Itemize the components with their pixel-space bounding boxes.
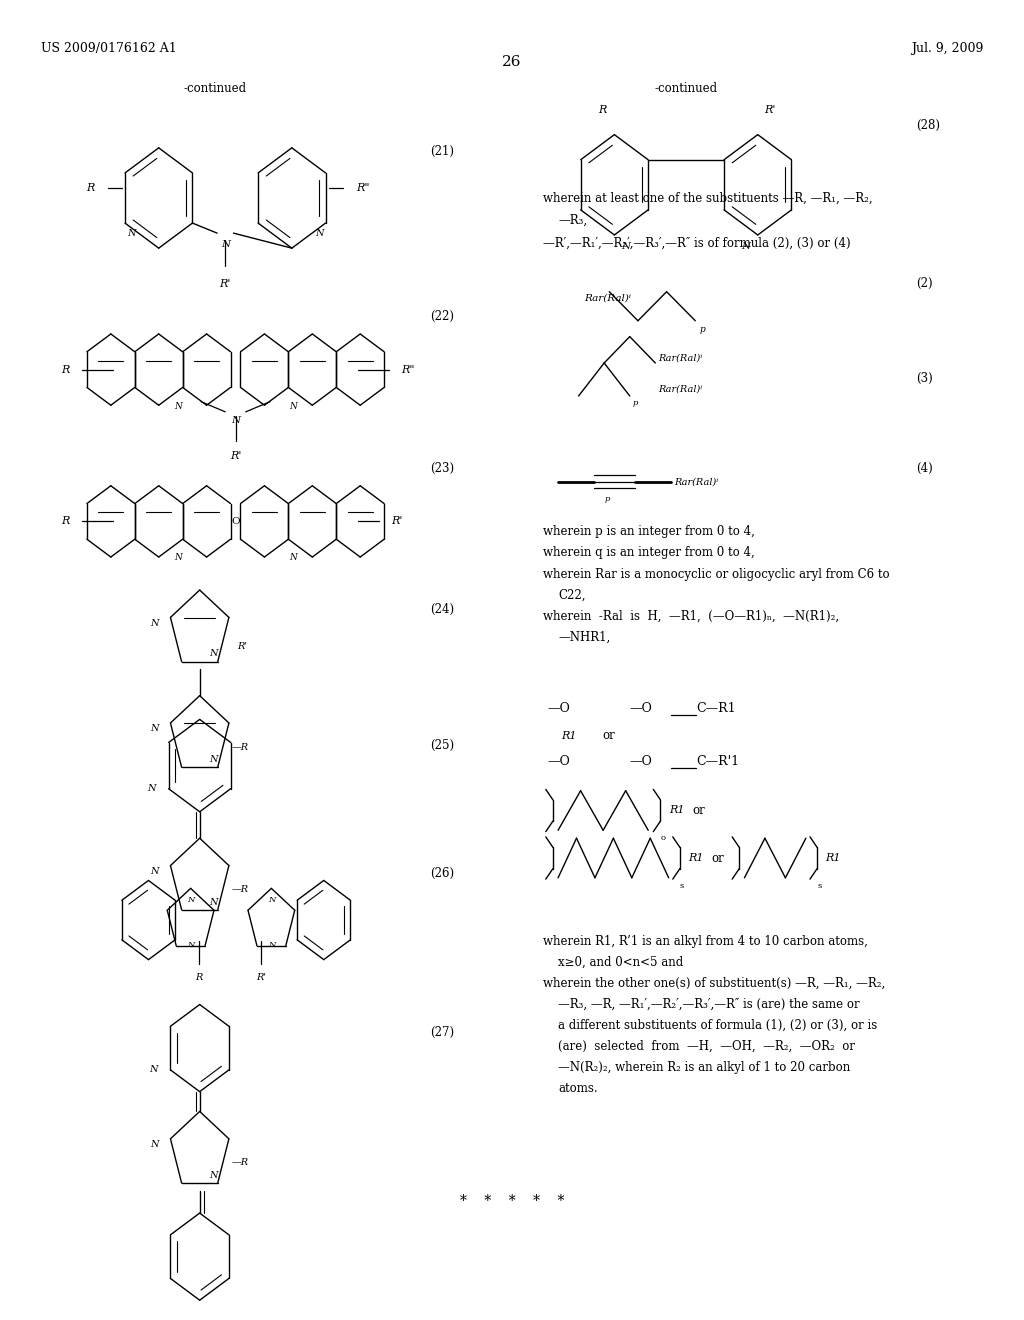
Text: N: N — [209, 1171, 217, 1180]
Text: N: N — [267, 941, 275, 949]
Text: —R₃,: —R₃, — [558, 214, 587, 227]
Text: (25): (25) — [430, 739, 455, 752]
Text: p: p — [633, 399, 638, 407]
Text: or: or — [602, 729, 614, 742]
Text: (21): (21) — [430, 145, 454, 158]
Text: R: R — [61, 364, 70, 375]
Text: N: N — [151, 725, 159, 733]
Text: N: N — [231, 416, 240, 425]
Text: —NHR1,: —NHR1, — [558, 631, 610, 644]
Text: N: N — [127, 228, 135, 238]
Text: N: N — [187, 896, 195, 904]
Text: or: or — [692, 804, 705, 817]
Text: R": R" — [401, 364, 415, 375]
Text: N: N — [174, 553, 182, 562]
Text: Rar(Ral)ⁱ: Rar(Ral)ⁱ — [658, 385, 702, 393]
Text: (are)  selected  from  —H,  —OH,  —R₂,  —OR₂  or: (are) selected from —H, —OH, —R₂, —OR₂ o… — [558, 1040, 855, 1053]
Text: R: R — [61, 516, 70, 527]
Text: (23): (23) — [430, 462, 455, 475]
Text: N: N — [174, 401, 182, 411]
Text: US 2009/0176162 A1: US 2009/0176162 A1 — [41, 42, 177, 55]
Text: (26): (26) — [430, 867, 455, 880]
Text: N: N — [267, 896, 275, 904]
Text: wherein  -Ral  is  H,  —R1,  (—O—R1)ₙ,  —N(R1)₂,: wherein -Ral is H, —R1, (—O—R1)ₙ, —N(R1)… — [543, 610, 839, 623]
Text: s: s — [817, 882, 821, 890]
Text: *    *    *    *    *: * * * * * — [460, 1195, 564, 1208]
Text: Rar(Ral)ⁱ: Rar(Ral)ⁱ — [674, 478, 718, 486]
Text: N: N — [151, 1140, 159, 1148]
Text: (3): (3) — [916, 372, 933, 385]
Text: Rar(Ral)ⁱ: Rar(Ral)ⁱ — [658, 354, 702, 362]
Text: —R: —R — [231, 743, 249, 751]
Text: N: N — [209, 898, 217, 907]
Text: wherein at least one of the substituents —R, —R₁, —R₂,: wherein at least one of the substituents… — [543, 191, 872, 205]
Text: N: N — [289, 553, 297, 562]
Text: Jul. 9, 2009: Jul. 9, 2009 — [910, 42, 983, 55]
Text: R': R' — [229, 451, 242, 462]
Text: N: N — [221, 240, 229, 248]
Text: N: N — [151, 619, 159, 627]
Text: —R₃, —R, —R₁′,—R₂′,—R₃′,—R″ is (are) the same or: —R₃, —R, —R₁′,—R₂′,—R₃′,—R″ is (are) the… — [558, 998, 860, 1011]
Text: —R: —R — [231, 1159, 249, 1167]
Text: (28): (28) — [916, 119, 940, 132]
Text: atoms.: atoms. — [558, 1082, 598, 1096]
Text: —R: —R — [231, 886, 249, 894]
Text: -continued: -continued — [654, 82, 718, 95]
Text: R': R' — [764, 104, 775, 115]
Text: x≥0, and 0<n<5 and: x≥0, and 0<n<5 and — [558, 956, 683, 969]
Text: p: p — [604, 495, 610, 503]
Text: R': R' — [219, 280, 231, 289]
Text: N: N — [151, 867, 159, 875]
Text: or: or — [712, 851, 724, 865]
Text: 26: 26 — [502, 55, 522, 70]
Text: R": R" — [356, 183, 370, 193]
Text: -continued: -continued — [183, 82, 247, 95]
Text: —O: —O — [548, 702, 570, 715]
Text: R': R' — [256, 973, 266, 982]
Text: C22,: C22, — [558, 589, 586, 602]
Text: R': R' — [391, 516, 402, 527]
Text: (22): (22) — [430, 310, 454, 323]
Text: wherein Rar is a monocyclic or oligocyclic aryl from C6 to: wherein Rar is a monocyclic or oligocycl… — [543, 568, 890, 581]
Text: wherein the other one(s) of substituent(s) —R, —R₁, —R₂,: wherein the other one(s) of substituent(… — [543, 977, 885, 990]
Text: N: N — [209, 649, 217, 659]
Text: Rar(Ral)ⁱ: Rar(Ral)ⁱ — [584, 293, 631, 302]
Text: R1: R1 — [825, 853, 841, 863]
Text: p: p — [699, 325, 706, 334]
Text: (27): (27) — [430, 1026, 455, 1039]
Text: wherein R1, R’1 is an alkyl from 4 to 10 carbon atoms,: wherein R1, R’1 is an alkyl from 4 to 10… — [543, 935, 867, 948]
Text: —O: —O — [548, 755, 570, 768]
Text: N: N — [209, 755, 217, 764]
Text: O: O — [231, 517, 240, 525]
Text: a different substituents of formula (1), (2) or (3), or is: a different substituents of formula (1),… — [558, 1019, 878, 1032]
Text: R: R — [599, 104, 607, 115]
Text: N: N — [147, 784, 156, 793]
Text: N: N — [187, 941, 195, 949]
Text: (2): (2) — [916, 277, 933, 290]
Text: R1: R1 — [688, 853, 703, 863]
Text: R: R — [196, 973, 203, 982]
Text: R: R — [86, 183, 94, 193]
Text: —R′,—R₁′,—R₂′,—R₃′,—R″ is of formula (2), (3) or (4): —R′,—R₁′,—R₂′,—R₃′,—R″ is of formula (2)… — [543, 236, 850, 249]
Text: N: N — [622, 242, 631, 251]
Text: N: N — [315, 228, 324, 238]
Text: N: N — [741, 242, 751, 251]
Text: R': R' — [238, 642, 248, 651]
Text: R1: R1 — [669, 805, 684, 816]
Text: s: s — [680, 882, 684, 890]
Text: —N(R₂)₂, wherein R₂ is an alkyl of 1 to 20 carbon: —N(R₂)₂, wherein R₂ is an alkyl of 1 to … — [558, 1061, 850, 1074]
Text: o: o — [660, 834, 666, 842]
Text: N: N — [150, 1065, 158, 1074]
Text: C—R'1: C—R'1 — [696, 755, 739, 768]
Text: —O: —O — [630, 702, 652, 715]
Text: R1: R1 — [561, 731, 577, 742]
Text: wherein p is an integer from 0 to 4,: wherein p is an integer from 0 to 4, — [543, 525, 755, 539]
Text: (4): (4) — [916, 462, 933, 475]
Text: wherein q is an integer from 0 to 4,: wherein q is an integer from 0 to 4, — [543, 546, 755, 560]
Text: (24): (24) — [430, 603, 455, 616]
Text: —O: —O — [630, 755, 652, 768]
Text: N: N — [289, 401, 297, 411]
Text: C—R1: C—R1 — [696, 702, 736, 715]
